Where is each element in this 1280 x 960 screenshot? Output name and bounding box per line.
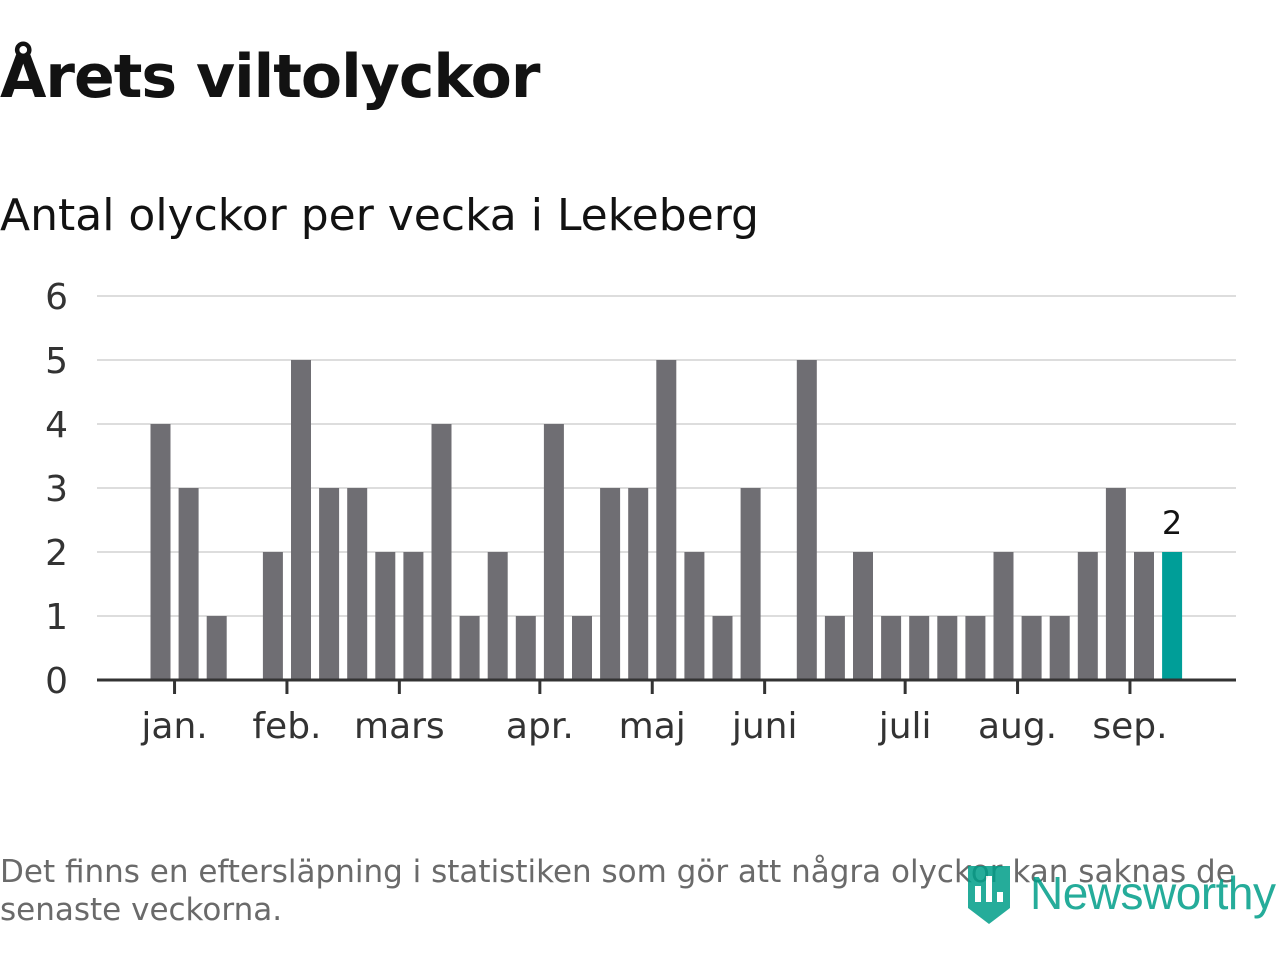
bar [796, 360, 817, 680]
y-axis-ticks: 0 1 2 3 4 5 6 [45, 277, 68, 702]
bar [178, 488, 199, 680]
bar [937, 616, 958, 680]
y-tick-label: 2 [45, 533, 68, 574]
bar [1021, 616, 1042, 680]
chart-title: Årets viltolyckor [0, 42, 540, 112]
bar [403, 552, 424, 680]
y-tick-label: 4 [45, 405, 68, 446]
bar [150, 424, 171, 680]
footnote: Det finns en eftersläpning i statistiken… [0, 854, 1235, 928]
bar [487, 552, 508, 680]
highlight-data-label: 2 [1162, 504, 1182, 542]
bar [628, 488, 649, 680]
y-tick-label: 0 [45, 661, 68, 702]
bar [600, 488, 621, 680]
bar [740, 488, 761, 680]
bar [572, 616, 592, 680]
x-tick-label: mars [354, 706, 445, 747]
bar [853, 552, 873, 680]
x-tick-label: maj [619, 706, 686, 747]
bar [459, 616, 480, 680]
bar [965, 616, 986, 680]
bar [291, 360, 311, 680]
bar [319, 488, 340, 680]
x-tick-label: aug. [978, 706, 1057, 747]
bar [993, 552, 1014, 680]
data-labels: 2 [1162, 504, 1182, 542]
x-tick-label: feb. [252, 706, 321, 747]
y-tick-label: 6 [45, 277, 68, 318]
x-tick-label: juli [878, 706, 932, 747]
bar [824, 616, 845, 680]
bar [543, 424, 564, 680]
x-tick-label: sep. [1092, 706, 1167, 747]
x-tick-label: juni [731, 706, 798, 747]
bar [1105, 488, 1126, 680]
x-tick-label: apr. [506, 706, 574, 747]
bar [515, 616, 536, 680]
bars [150, 360, 1183, 680]
bar [684, 552, 705, 680]
bar [347, 488, 368, 680]
bar [1162, 552, 1183, 680]
bar [1049, 616, 1070, 680]
bar-chart: 0 1 2 3 4 5 6 jan. feb. mars apr. maj juni juli aug. s… [45, 277, 1236, 747]
bar [206, 616, 227, 680]
x-tick-label: jan. [140, 706, 207, 747]
bar [1134, 552, 1154, 680]
y-tick-label: 5 [45, 341, 68, 382]
newsworthy-logo-icon [968, 866, 1010, 924]
bar [262, 552, 283, 680]
chart-subtitle: Antal olyckor per vecka i Lekeberg [0, 190, 759, 241]
bar [431, 424, 452, 680]
y-tick-label: 1 [45, 597, 68, 638]
newsworthy-logo-text: Newsworthy [1030, 867, 1276, 919]
y-tick-label: 3 [45, 469, 68, 510]
bar [712, 616, 733, 680]
bar [881, 616, 902, 680]
bar [656, 360, 677, 680]
bar [1077, 552, 1098, 680]
newsworthy-logo: Newsworthy [964, 860, 1276, 926]
bar [909, 616, 930, 680]
x-axis-ticks: jan. feb. mars apr. maj juni juli aug. sep. [140, 680, 1168, 747]
bar [375, 552, 396, 680]
